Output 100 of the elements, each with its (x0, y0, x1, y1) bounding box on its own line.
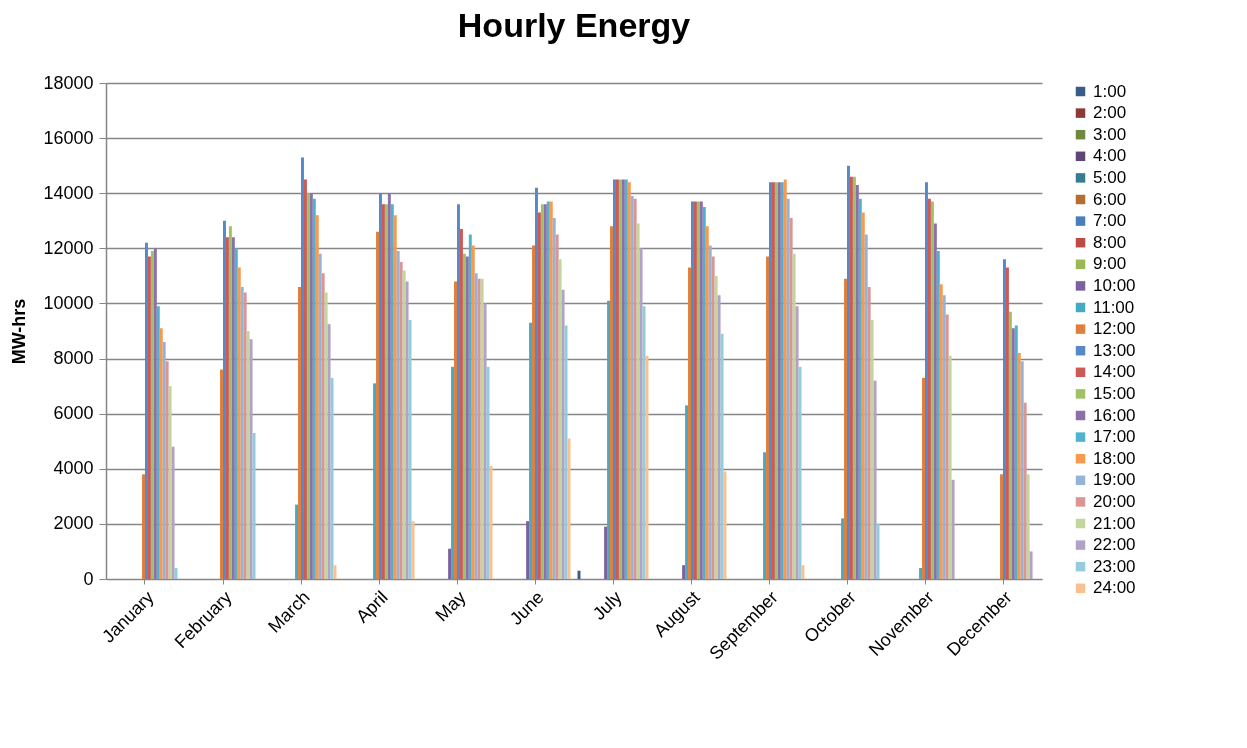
bar (1003, 259, 1006, 579)
legend-label: 5:00 (1093, 167, 1127, 187)
bar (468, 234, 472, 579)
bar (373, 383, 377, 579)
bar (1008, 311, 1012, 579)
bar (798, 366, 802, 579)
legend-label: 11:00 (1093, 297, 1135, 317)
bar (537, 212, 541, 579)
bar (396, 251, 400, 579)
bar (324, 292, 328, 579)
bar (855, 184, 859, 579)
chart-title: Hourly Energy (457, 6, 691, 44)
bar (610, 226, 613, 579)
legend-label: 20:00 (1093, 491, 1136, 511)
bar (847, 165, 850, 579)
legend-label: 4:00 (1093, 146, 1127, 166)
bar (243, 292, 247, 579)
bar (714, 275, 718, 579)
bar (702, 207, 706, 579)
legend-label: 8:00 (1093, 232, 1127, 252)
bar (220, 369, 223, 579)
bar (393, 215, 397, 579)
bar (162, 342, 166, 579)
bar (555, 234, 559, 579)
bar (526, 521, 530, 579)
legend-label: 23:00 (1093, 556, 1136, 576)
bar (873, 380, 877, 579)
bar (298, 286, 301, 579)
bar (636, 223, 640, 579)
legend-label: 24:00 (1093, 578, 1136, 598)
y-tick-label: 6000 (53, 403, 94, 424)
bar (174, 567, 178, 579)
legend-label: 21:00 (1093, 513, 1136, 533)
bar (457, 204, 460, 579)
bar (483, 303, 487, 579)
legend-label: 13:00 (1093, 340, 1136, 360)
bar (454, 281, 457, 579)
bar (448, 548, 452, 579)
bar (642, 306, 646, 579)
legend-label: 6:00 (1093, 189, 1127, 209)
bar (639, 248, 643, 579)
bar (1017, 353, 1021, 579)
bar (792, 253, 796, 579)
bar (939, 284, 943, 579)
bar (295, 504, 299, 579)
bar (1005, 267, 1009, 579)
bar (318, 253, 322, 579)
bar (387, 193, 391, 579)
bar (870, 319, 874, 579)
bar (303, 179, 307, 579)
bar (795, 306, 799, 579)
legend-label: 3:00 (1093, 124, 1127, 144)
legend-label: 1:00 (1093, 81, 1127, 101)
legend-label: 10:00 (1093, 275, 1136, 295)
bar (315, 215, 319, 579)
bar (459, 229, 463, 579)
bar (451, 366, 455, 579)
bar (717, 295, 721, 579)
y-tick-label: 18000 (43, 72, 94, 93)
bar (246, 331, 250, 579)
bar (225, 237, 229, 579)
bar (552, 218, 556, 579)
x-tick-label: May (431, 587, 470, 626)
bar (763, 452, 767, 579)
bar (486, 366, 490, 579)
bar (240, 286, 244, 579)
legend-label: 18:00 (1093, 448, 1136, 468)
bar (405, 281, 409, 579)
bar (168, 386, 172, 579)
bar (1020, 361, 1024, 579)
legend-label: 14:00 (1093, 362, 1136, 382)
bar (252, 432, 256, 579)
bar (844, 278, 847, 579)
bar (951, 479, 955, 579)
y-tick-label: 0 (83, 568, 94, 589)
bar (474, 273, 478, 579)
bar (471, 245, 475, 579)
legend-label: 17:00 (1093, 427, 1136, 447)
bar (228, 226, 232, 579)
bar (561, 289, 565, 579)
y-tick-label: 12000 (43, 237, 94, 258)
bar (786, 198, 790, 579)
y-tick-label: 8000 (53, 348, 94, 369)
bar (945, 314, 949, 579)
y-tick-label: 16000 (43, 127, 94, 148)
bar (936, 251, 940, 579)
bar (223, 220, 226, 579)
bar (156, 306, 160, 579)
bar (301, 157, 304, 579)
bar (1023, 402, 1027, 579)
bar (142, 474, 145, 579)
bar (234, 248, 238, 579)
bar (876, 523, 880, 579)
legend-label: 19:00 (1093, 470, 1136, 490)
bar (858, 198, 862, 579)
bar (766, 256, 769, 579)
legend-label: 9:00 (1093, 254, 1127, 274)
bar (682, 565, 686, 579)
legend-label: 22:00 (1093, 535, 1136, 555)
bar (708, 245, 712, 579)
